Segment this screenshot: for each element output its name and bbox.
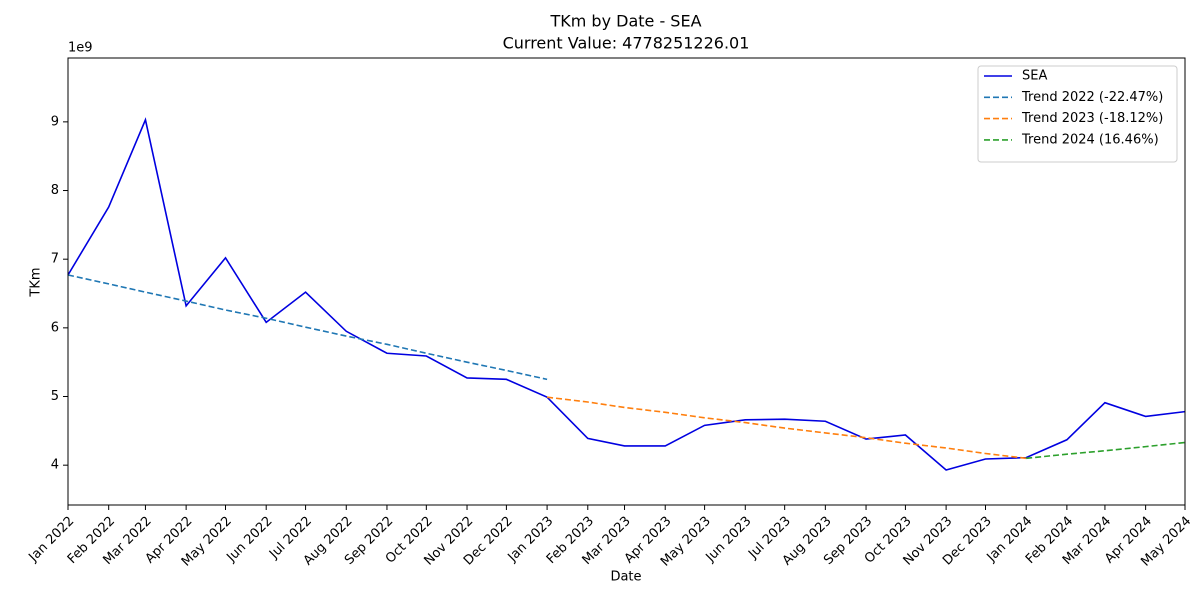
- y-tick-label: 8: [51, 183, 59, 198]
- x-axis-label: Date: [610, 570, 641, 585]
- legend-box: [977, 65, 1178, 163]
- series-line: [67, 274, 548, 381]
- series-line: [1026, 441, 1186, 460]
- plot-frame: [67, 57, 1186, 506]
- y-tick-label: 7: [51, 252, 59, 267]
- y-tick-label: 6: [51, 320, 59, 335]
- y-axis-label: TKm: [29, 267, 44, 297]
- legend-label: Trend 2024 (16.46%): [1021, 132, 1159, 147]
- chart-subtitle: Current Value: 4778251226.01: [503, 34, 750, 53]
- legend-label: SEA: [1022, 69, 1047, 84]
- legend-label: Trend 2022 (-22.47%): [1021, 90, 1163, 105]
- y-tick-label: 4: [51, 458, 59, 473]
- series-line: [67, 117, 1186, 471]
- y-tick-label: 9: [51, 114, 59, 129]
- y-tick-label: 5: [51, 389, 59, 404]
- series-line: [546, 396, 1027, 460]
- legend-label: Trend 2023 (-18.12%): [1021, 111, 1163, 126]
- y-offset-label: 1e9: [68, 41, 93, 56]
- chart-title: TKm by Date - SEA: [549, 12, 701, 31]
- legend: SEA Trend 2022 (-22.47%) Trend 2023 (-18.1…: [977, 65, 1178, 163]
